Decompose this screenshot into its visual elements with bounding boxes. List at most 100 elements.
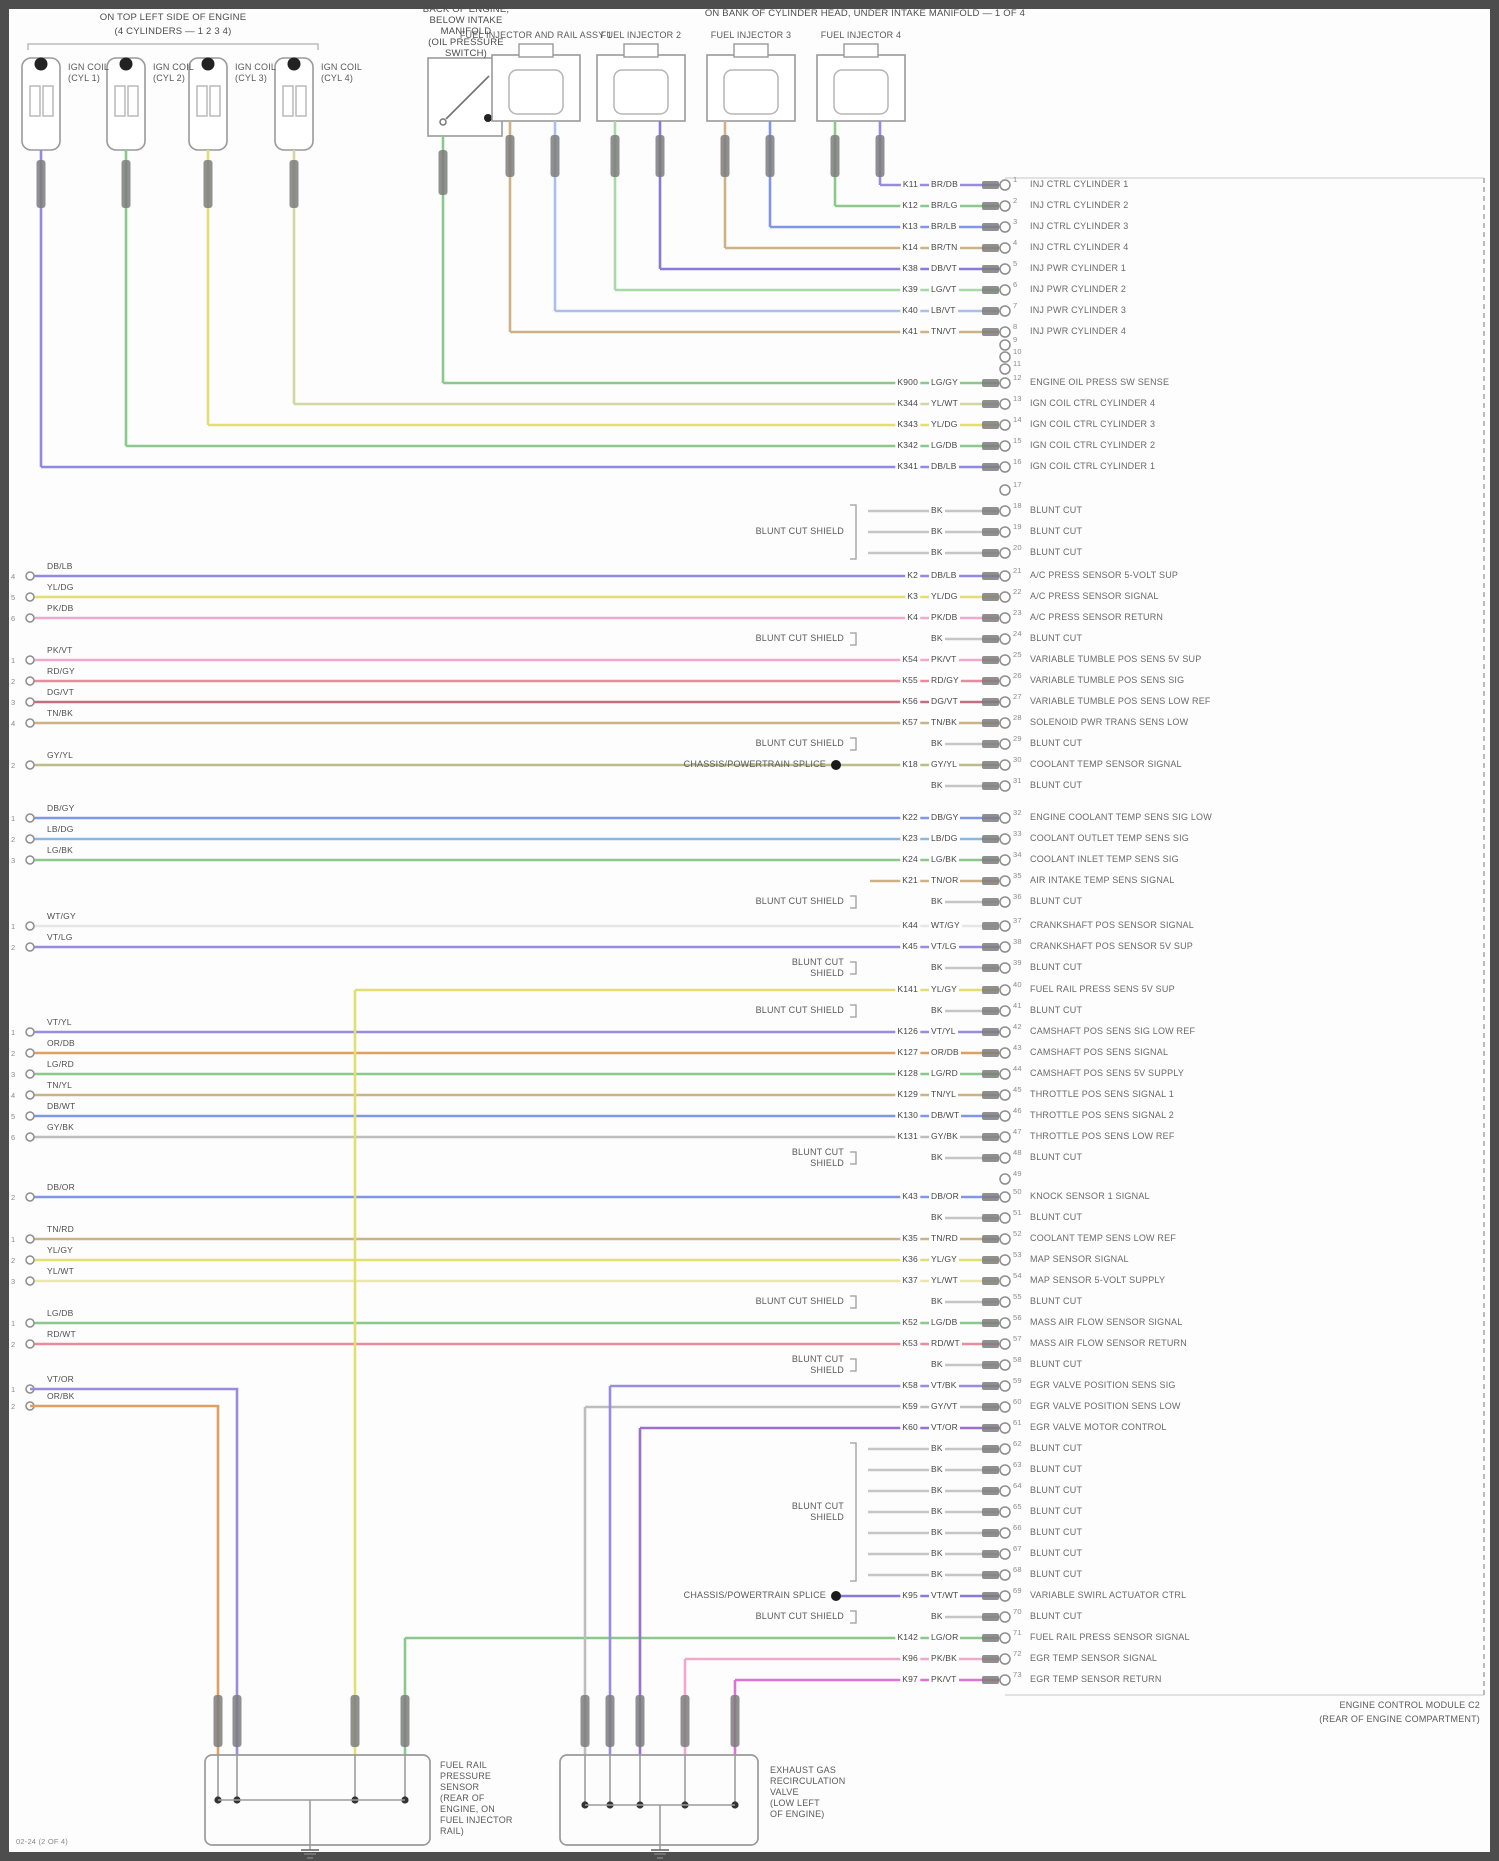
wire-color-code: DG/VT [929,696,960,707]
wire-color-code: BK [929,738,945,749]
ecm-terminal [982,572,999,580]
wire-code: K37 [900,1275,920,1286]
wire-color-code: VT/OR [929,1422,960,1433]
wire-code: K40 [900,305,920,316]
ecm-pin-number: 67 [1013,1544,1022,1553]
ecm-pin-number: 29 [1013,734,1022,743]
wire-code: K52 [900,1317,920,1328]
offpage-pin [25,813,35,823]
ecm-pin-description: ENGINE COOLANT TEMP SENS SIG LOW [1030,812,1212,822]
ecm-pin-description: INJ PWR CYLINDER 2 [1030,284,1127,294]
offpage-pin-number: 3 [11,698,16,707]
ecm-pin-number: 4 [1013,238,1018,247]
wire-color-code: RD/GY [929,675,961,686]
wire-color-code: LG/VT [929,284,959,295]
ecm-terminal [982,1613,999,1621]
ecm-terminal [982,1424,999,1432]
ecm-pin-number: 12 [1013,373,1022,382]
ecm-pin [999,675,1011,687]
component-connector-stub [680,1695,690,1747]
ecm-terminal [982,1403,999,1411]
ecm-pin-number: 19 [1013,522,1022,531]
wire-code: K130 [895,1110,920,1121]
wire-code: K344 [895,398,920,409]
ecm-pin-description: A/C PRESS SENSOR RETURN [1030,612,1164,622]
wire-color-code: LG/OR [929,1632,961,1643]
routed-wire [30,1387,239,1755]
switch-contact [439,118,447,126]
ecm-pin-number: 13 [1013,394,1022,403]
offpage-pin [25,1234,35,1244]
switch-terminal-dot [484,114,492,122]
wire-color-code: GY/YL [929,759,960,770]
ecm-pin-description: AIR INTAKE TEMP SENS SIGNAL [1030,875,1175,885]
injector-body [508,69,564,115]
ecm-pin-number: 42 [1013,1022,1022,1031]
ecm-pin [999,780,1011,792]
ecm-terminal [982,719,999,727]
ecm-terminal [982,202,999,210]
wire-code: K900 [895,377,920,388]
ecm-pin [999,654,1011,666]
ecm-terminal [982,986,999,994]
ecm-pin-description: INJ CTRL CYLINDER 2 [1030,200,1129,210]
wire-color-code: BR/TN [929,242,960,253]
offpage-wire-color-label: OR/BK [46,1391,76,1402]
wire-code: K54 [900,654,920,665]
ecm-terminal [982,442,999,450]
ignition-coil-symbol [21,57,61,151]
ecm-pin-number: 65 [1013,1502,1022,1511]
offpage-wire-color-label: DG/VT [46,687,75,698]
wire-color-code: YL/WT [929,1275,960,1286]
injector-connector-stub [830,135,840,177]
ecm-terminal [982,1193,999,1201]
ecm-pin-description: MAP SENSOR SIGNAL [1030,1254,1129,1264]
injector-label: FUEL INJECTOR 4 [820,30,902,40]
ecm-pin [999,284,1011,296]
offpage-pin [25,718,35,728]
offpage-wire-color-label: LG/BK [46,845,75,856]
ecm-terminal [982,421,999,429]
ecm-terminal [982,1319,999,1327]
ecm-pin-description: COOLANT INLET TEMP SENS SIG [1030,854,1179,864]
component-connector-stub [730,1695,740,1747]
ecm-pin-number: 15 [1013,436,1022,445]
wire-color-code: DB/WT [929,1110,962,1121]
wire-color-code: VT/BK [929,1380,959,1391]
ecm-pin-number: 49 [1013,1169,1022,1178]
component-box-label: FUEL RAIL PRESSURE SENSOR (REAR OF ENGIN… [440,1760,513,1836]
offpage-pin [25,613,35,623]
injector-body [613,69,669,115]
ecm-pin-description: VARIABLE SWIRL ACTUATOR CTRL [1030,1590,1187,1600]
coil-connector-stub [121,160,131,208]
ecm-terminal [982,244,999,252]
ecm-pin [999,1317,1011,1329]
offpage-pin-number: 6 [11,1133,16,1142]
ecm-pin [999,717,1011,729]
ecm-pin-description: BLUNT CUT [1030,1443,1083,1453]
doc-note: 02-24 (2 OF 4) [16,1837,68,1846]
shield-bracket [850,1151,857,1165]
wire-color-code: BK [929,780,945,791]
ecm-pin-description: BLUNT CUT [1030,1296,1083,1306]
ecm-pin-number: 26 [1013,671,1022,680]
ecm-terminal [982,181,999,189]
wire-color-code: YL/GY [929,1254,960,1265]
ecm-pin [999,398,1011,410]
coil-winding [196,85,208,117]
ecm-terminal [982,286,999,294]
ecm-pin [999,941,1011,953]
shield-bracket [850,1610,857,1624]
wire-color-code: BR/LB [929,221,959,232]
wire-color-code: BK [929,896,945,907]
wire-color-code: VT/YL [929,1026,958,1037]
ecm-pin-description: BLUNT CUT [1030,1527,1083,1537]
ecm-pin-description: BLUNT CUT [1030,633,1083,643]
wire-color-code: DB/LB [929,461,959,472]
ecm-pin-number: 22 [1013,587,1022,596]
coil-connector-stub [203,160,213,208]
wire-code: K95 [900,1590,920,1601]
injector-connector-stub [610,135,620,177]
switch-lever [445,75,490,120]
offpage-pin [25,1255,35,1265]
